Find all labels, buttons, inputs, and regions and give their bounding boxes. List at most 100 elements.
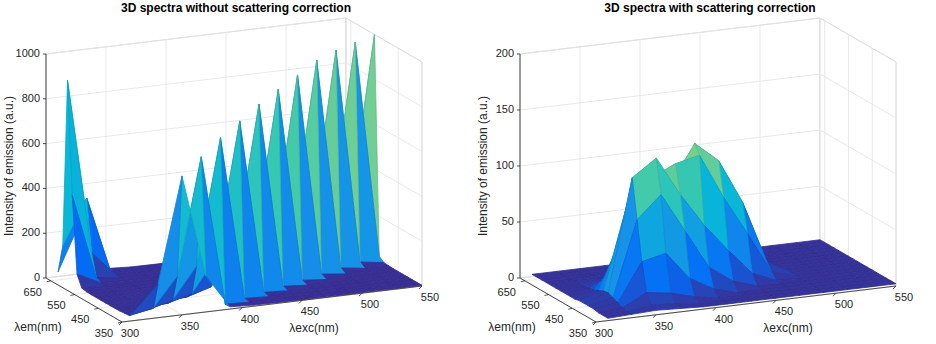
x-tick: [593, 322, 596, 325]
z-tick: [517, 54, 520, 55]
y-tick: [521, 281, 525, 282]
x-tick: [893, 286, 896, 289]
z-tick-label: 0: [34, 271, 40, 283]
x-tick: [179, 315, 182, 318]
x-axis-title: λexc(nm): [289, 321, 338, 335]
title: 3D spectra without scattering correction: [121, 1, 351, 15]
x-tick-label: 550: [895, 291, 913, 303]
surface-cell: [177, 157, 206, 276]
z-tick-label: 50: [502, 215, 514, 227]
z-tick-label: 200: [496, 47, 514, 59]
x-tick-label: 400: [241, 313, 259, 325]
y-axis-title: λem(nm): [488, 320, 535, 334]
y-tick: [118, 322, 122, 323]
y-tick: [71, 295, 75, 296]
title: 3D spectra with scattering correction: [604, 1, 815, 15]
z-tick: [43, 143, 46, 144]
z-tick-label: 0: [508, 271, 514, 283]
x-tick-label: 500: [835, 298, 853, 310]
grid: [46, 18, 422, 322]
z-tick-label: 400: [22, 181, 40, 193]
y-tick: [568, 308, 572, 309]
grid-line: [520, 18, 896, 62]
y-tick: [545, 295, 549, 296]
x-tick-label: 400: [715, 313, 733, 325]
surface-cell: [843, 284, 872, 290]
z-axis-title: Intensity of emission (a.u.): [2, 96, 16, 236]
surface-cell: [642, 253, 671, 293]
axes: 3003504004505005503504505506500200400600…: [16, 47, 440, 339]
z-tick-label: 150: [496, 103, 514, 115]
y-tick-label: 450: [545, 313, 563, 325]
x-tick: [713, 308, 716, 311]
y-tick: [47, 281, 51, 282]
z-tick-label: 100: [496, 159, 514, 171]
x-tick: [833, 293, 836, 296]
axes: 300 350 400 450 500 550 350 450 550 650 0 50 100 150 2…: [496, 47, 914, 339]
surface-cell: [72, 195, 101, 283]
y-tick-label: 550: [47, 299, 65, 311]
surface-cell: [129, 284, 158, 315]
x-tick-label: 350: [655, 320, 673, 332]
grid-line: [51, 21, 351, 281]
grid-line: [520, 74, 896, 118]
x-tick: [653, 315, 656, 318]
z-axis-line: [46, 54, 47, 278]
surface: [58, 35, 422, 316]
y-tick-label: 350: [569, 327, 587, 339]
y-tick: [94, 308, 98, 309]
surface-cell: [627, 305, 656, 314]
surface-cell: [249, 300, 278, 305]
surface-cell: [867, 281, 896, 287]
grid-line: [525, 21, 825, 281]
panel: 3003504004505005503504505506500200400600…: [2, 1, 439, 339]
y-axis-title: λem(nm): [14, 320, 61, 334]
x-tick-label: 300: [595, 327, 613, 339]
x-tick-label: 300: [121, 327, 139, 339]
grid-line: [549, 35, 849, 295]
z-tick: [517, 278, 520, 279]
z-tick: [43, 233, 46, 234]
surface-cell: [273, 297, 302, 302]
grid-line: [596, 62, 896, 322]
y-tick-label: 650: [498, 286, 516, 298]
x-tick-label: 450: [301, 305, 319, 317]
grid: [520, 18, 896, 322]
grid-line: [572, 48, 872, 308]
surface-cell: [747, 295, 776, 301]
grid-line: [46, 18, 422, 62]
z-tick-label: 600: [22, 137, 40, 149]
z-axis-title: Intensity of emission (a.u.): [476, 96, 490, 236]
x-tick-label: 450: [775, 305, 793, 317]
x-tick: [773, 300, 776, 303]
z-tick: [43, 54, 46, 55]
z-tick-label: 800: [22, 92, 40, 104]
z-tick-label: 200: [22, 226, 40, 238]
surface-cell: [771, 293, 800, 299]
surface-cell: [201, 157, 230, 307]
z-tick: [517, 110, 520, 111]
y-tick-label: 550: [521, 299, 539, 311]
surface: [532, 144, 896, 319]
y-tick: [592, 322, 596, 323]
z-tick-label: 1000: [16, 47, 40, 59]
x-tick-label: 500: [361, 298, 379, 310]
z-tick: [43, 188, 46, 189]
surface-cell: [603, 312, 632, 319]
x-axis-title: λexc(nm): [763, 321, 812, 335]
surface-cell: [637, 195, 666, 262]
x-tick: [419, 286, 422, 289]
y-tick-label: 450: [71, 313, 89, 325]
x-tick-label: 350: [181, 320, 199, 332]
y-tick-label: 650: [24, 286, 42, 298]
x-tick: [239, 308, 242, 311]
y-tick-label: 350: [95, 327, 113, 339]
x-axis-line: [596, 286, 896, 322]
surface-cell: [819, 287, 848, 293]
surface-cell: [77, 274, 106, 288]
panel: 300 350 400 450 500 550 350 450 550 650 0 50 100 150 2…: [476, 1, 913, 339]
x-tick: [119, 322, 122, 325]
z-tick: [517, 166, 520, 167]
surface-cell: [723, 298, 752, 304]
figure: 3003504004505005503504505506500200400600…: [0, 0, 936, 344]
